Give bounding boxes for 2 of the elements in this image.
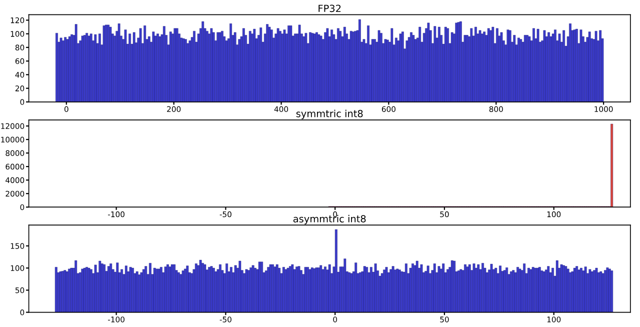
chart-title: symmtric int8	[296, 110, 363, 120]
chart-title: FP32	[318, 4, 341, 12]
